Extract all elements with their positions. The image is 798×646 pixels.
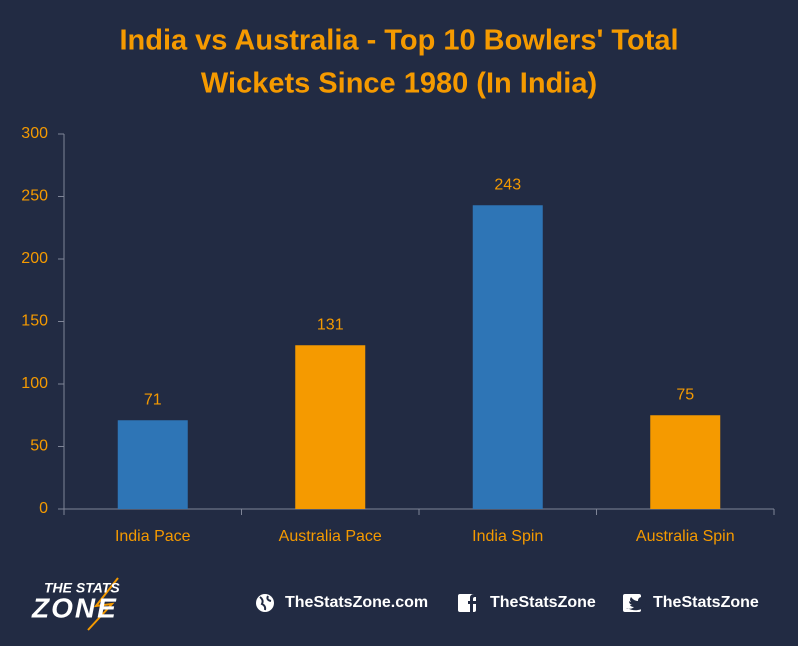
x-tick-label: India Pace xyxy=(115,528,191,545)
y-tick-label: 150 xyxy=(21,313,48,330)
y-tick-label: 300 xyxy=(21,125,48,142)
globe-detail xyxy=(259,595,272,611)
data-label: 71 xyxy=(144,391,162,408)
bar xyxy=(650,415,721,509)
y-tick-label: 50 xyxy=(30,438,48,455)
bar xyxy=(472,205,543,509)
y-tick-label: 250 xyxy=(21,188,48,205)
logo-bolt xyxy=(87,577,119,631)
bar xyxy=(117,420,188,509)
footer: THE STATS ZONE TheStatsZone.com TheStats… xyxy=(31,577,759,631)
x-tick-label: India Spin xyxy=(472,528,543,545)
link-text[interactable]: TheStatsZone.com xyxy=(285,594,428,611)
data-label: 75 xyxy=(676,386,694,403)
data-label: 243 xyxy=(494,176,521,193)
logo-text: ZONE xyxy=(31,592,118,623)
y-tick-label: 0 xyxy=(39,500,48,517)
link-text[interactable]: TheStatsZone xyxy=(490,594,596,611)
y-tick-label: 100 xyxy=(21,375,48,392)
chart-title: India vs Australia - Top 10 Bowlers' Tot… xyxy=(119,25,678,57)
data-label: 131 xyxy=(317,316,344,333)
bar xyxy=(295,345,366,509)
x-tick-label: Australia Pace xyxy=(279,528,382,545)
logo-text: THE STATS xyxy=(44,580,120,596)
twitter-bird xyxy=(626,597,648,611)
link-text[interactable]: TheStatsZone xyxy=(653,594,759,611)
chart-title: Wickets Since 1980 (In India) xyxy=(201,68,597,100)
x-tick-label: Australia Spin xyxy=(636,528,735,545)
facebook-f xyxy=(468,594,476,612)
y-tick-label: 200 xyxy=(21,250,48,267)
